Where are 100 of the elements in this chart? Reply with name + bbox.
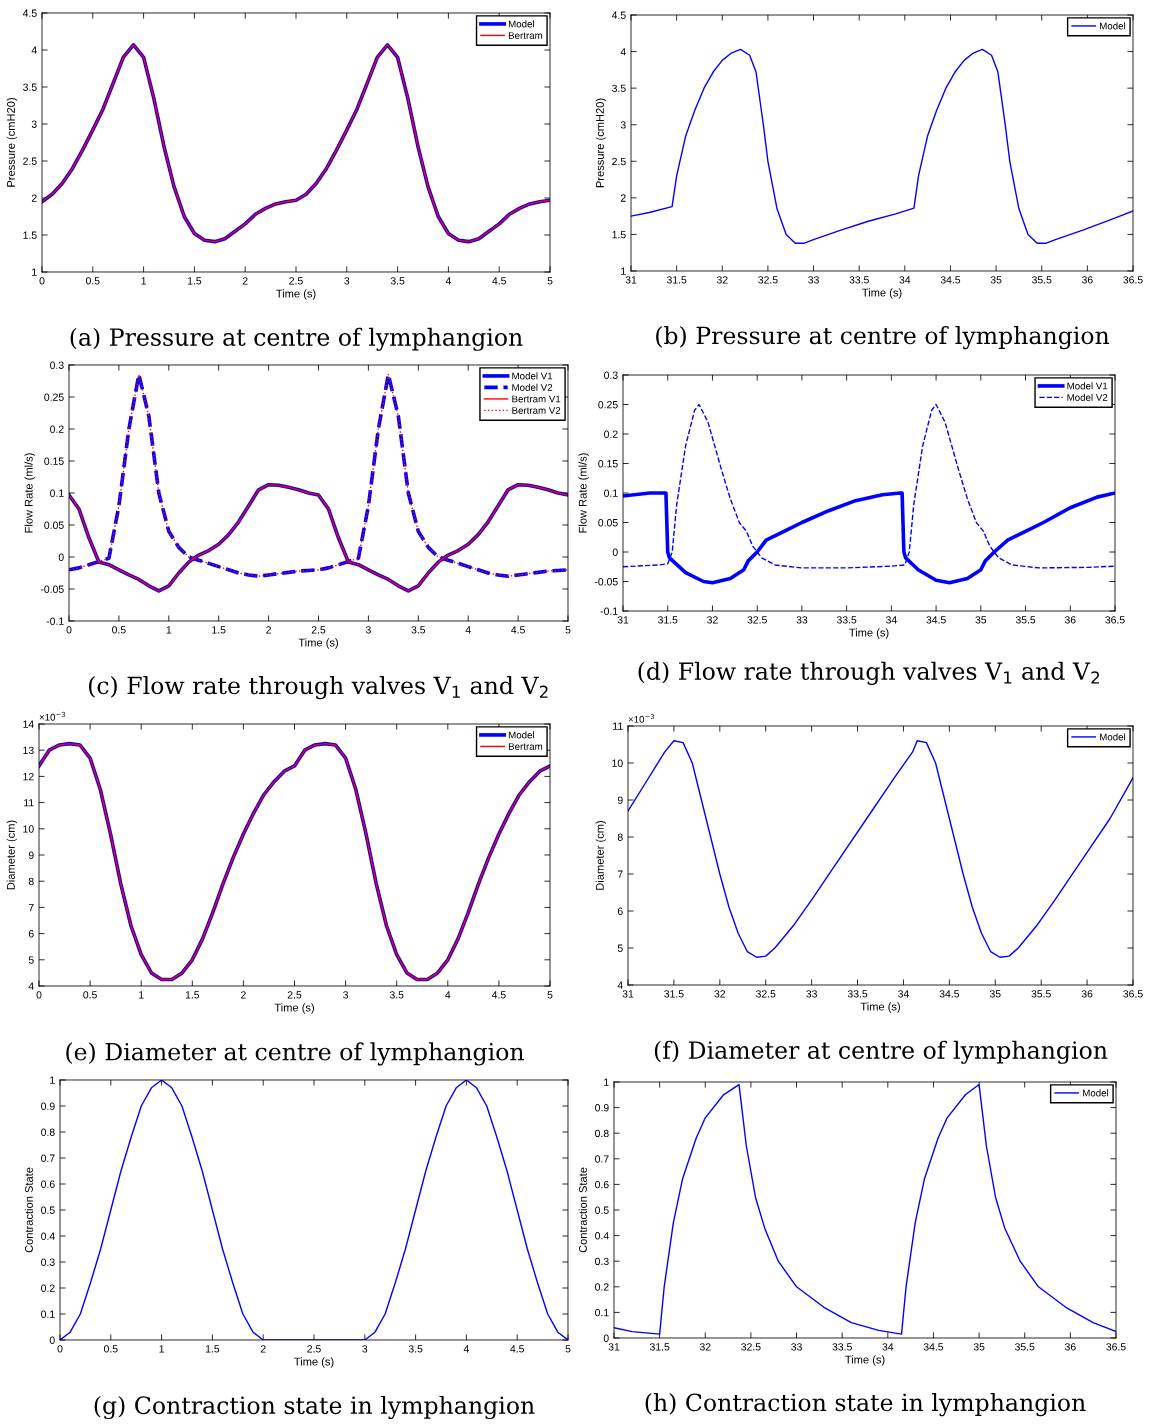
y-tick-label: 0.4 [41,1232,55,1240]
x-tick-label: 32.5 [741,1343,761,1351]
legend-label: Bertram [508,32,543,39]
y-tick-label: -0.05 [594,578,618,586]
x-axis-title: Time (s) [860,1002,900,1013]
y-tick-label: -0.05 [40,585,64,593]
text: (g) Contraction state in lymphangion [94,1395,535,1420]
x-tick-label: 36.5 [1105,616,1125,624]
y-tick-label: 0.1 [595,1308,609,1317]
text: ×10$^{−3}$ [39,711,66,721]
y-tick-label: 0.5 [595,1206,609,1214]
y-axis-title: Pressure (cmH20) [595,98,607,188]
y-tick-label: 11 [24,799,34,807]
x-tick-label: 31 [625,276,637,284]
y-tick-label: 0 [612,548,618,556]
legend-label: Bertram V2 [512,407,561,414]
x-tick-label: 3 [343,991,349,999]
x-tick-label: 33.5 [849,276,869,284]
x-tick-label: 4.5 [510,1345,524,1353]
x-tick-label: 36.5 [1123,990,1143,998]
y-tick-label: 4.5 [22,9,37,17]
y-tick-label: 9 [617,796,623,804]
text: (b) Pressure at centre of lymphangion [656,326,1110,350]
x-tick-label: 32 [714,990,726,998]
y-tick-label: 1 [50,1076,55,1084]
y-tick-label: 7 [28,904,34,912]
x-tick-label: 3 [365,626,371,634]
x-tick-label: 36 [1081,276,1093,284]
x-tick-label: 31.5 [649,1343,670,1351]
x-tick-label: 34.5 [926,616,946,624]
legend-label: Model V2 [1067,393,1108,401]
x-tick-label: 35.5 [1031,276,1052,284]
y-tick-label: 0.25 [44,393,64,401]
text: (a) Pressure at centre of lymphangion [70,327,523,351]
x-tick-label: 4.5 [511,626,525,634]
y-tick-label: 4 [31,46,37,54]
x-tick-label: 2.5 [307,1345,321,1353]
y-tick-label: 4 [28,982,34,990]
x-tick-label: 35.5 [1031,990,1051,998]
y-tick-label: 0.8 [595,1129,609,1138]
y-tick-label: 0 [49,1336,55,1344]
x-tick-label: 32.5 [755,990,776,998]
x-axis-title: Time (s) [298,638,338,649]
y-tick-label: 0.3 [41,1258,55,1266]
y-tick-label: 1 [604,1078,609,1086]
x-tick-label: 1.5 [205,1345,220,1353]
y-tick-label: 3 [31,120,37,128]
legend-label: Model [508,20,534,28]
x-tick-label: 36 [1081,990,1093,998]
x-tick-label: 1 [159,1345,164,1353]
x-tick-label: 35 [973,1343,985,1351]
y-axis-title: Contraction State [24,1167,33,1253]
y-tick-label: -0.1 [46,617,64,625]
y-tick-label: 0.9 [41,1102,55,1110]
x-tick-label: 34 [898,990,909,998]
x-tick-label: 2 [266,626,271,634]
y-axis-title: Contraction State [578,1167,587,1253]
x-tick-label: 3.5 [390,277,405,285]
x-tick-label: 3.5 [389,991,404,999]
y-tick-label: 1 [32,268,37,276]
y-tick-label: 2.5 [23,157,37,165]
x-tick-label: 4 [463,1345,469,1353]
y-tick-label: 1.5 [612,231,626,239]
x-tick-label: 4 [445,277,451,285]
y-tick-label: 10 [612,759,623,767]
x-tick-label: 33 [808,276,819,284]
x-tick-label: 33 [796,616,808,624]
x-axis-title: Time (s) [274,1003,314,1014]
y-tick-label: 0.25 [598,401,618,409]
x-tick-label: 33 [791,1343,802,1351]
legend-label: Model V1 [512,372,553,380]
x-tick-label: 36.5 [1106,1343,1126,1351]
x-tick-label: 2 [241,991,246,999]
x-tick-label: 32.5 [758,276,778,284]
y-tick-label: 0.6 [41,1180,55,1188]
y-tick-label: 0.05 [44,521,64,529]
y-axis-title: Pressure (cmH20) [6,98,18,187]
legend-label: Model V1 [1067,382,1108,390]
x-tick-label: 35.5 [1015,616,1036,624]
y-axis-title: Flow Rate (ml/s) [24,453,35,533]
y-tick-label: 4 [620,48,626,56]
y-tick-label: 0 [58,553,64,561]
x-tick-label: 4.5 [492,277,506,285]
text: (h) Contraction state in lymphangion [645,1393,1086,1417]
y-tick-label: 14 [23,720,34,728]
text: (d) Flow rate through valves V$_{1}$ and V$_{2}$ [638,661,1100,685]
x-tick-label: 5 [565,1345,571,1353]
x-tick-label: 36 [1064,1343,1076,1351]
x-tick-label: 33 [806,990,817,998]
x-tick-label: 0.5 [112,626,126,634]
x-tick-label: 32 [707,616,718,624]
y-tick-label: 0.05 [598,519,618,527]
x-tick-label: 3.5 [408,1345,423,1353]
x-tick-label: 3 [344,277,350,285]
y-axis-title: Diameter (cm) [595,821,606,890]
x-tick-label: 33.5 [847,990,868,998]
text: ×10$^{−3}$ [628,713,655,723]
x-tick-label: 31.5 [666,276,687,284]
x-tick-label: 1 [166,626,172,634]
x-tick-label: 33.5 [836,616,857,624]
